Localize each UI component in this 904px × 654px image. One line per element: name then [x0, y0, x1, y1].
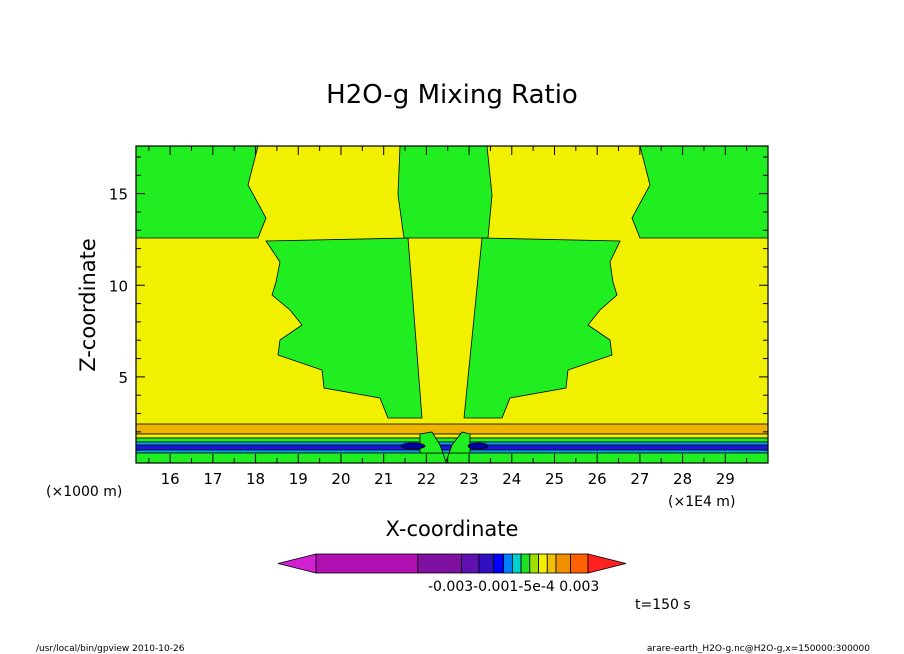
y-tick-label: 10 [109, 277, 128, 295]
x-units-left: (×1000 m) [46, 484, 122, 500]
y-tick-label: 5 [118, 369, 128, 387]
plot-frame [135, 145, 769, 464]
plot-area [135, 145, 769, 464]
colorbar-swatch [520, 553, 531, 574]
contour-green-bottom [135, 452, 769, 464]
colorbar-arrow-left [277, 553, 317, 574]
colorbar-swatch [546, 553, 557, 574]
x-axis: 16 17 18 19 20 21 22 23 24 25 26 27 28 29 [148, 146, 748, 488]
y-tick-label: 15 [109, 186, 128, 204]
contour-green-mid-left [265, 237, 423, 419]
colorbar-swatch [529, 553, 539, 574]
footer-right: arare-earth_H2O-g.nc@H2O-g,x=150000:3000… [647, 644, 870, 654]
chart-title: H2O-g Mixing Ratio [326, 80, 578, 110]
x-tick-label: 24 [502, 470, 521, 488]
x-tick-label: 27 [630, 470, 649, 488]
colorbar [277, 553, 627, 574]
contour-navy-blob-right [467, 442, 489, 450]
contour-green-band [135, 437, 769, 443]
time-label: t=150 s [635, 597, 691, 613]
colorbar-swatch [315, 553, 419, 574]
x-tick-label: 20 [331, 470, 350, 488]
x-tick-label: 22 [417, 470, 436, 488]
x-tick-label: 29 [716, 470, 735, 488]
contour-navy-blob-left [400, 442, 426, 450]
colorbar-swatch [511, 553, 522, 574]
colorbar-swatch [555, 553, 571, 574]
colorbar-swatch [493, 553, 505, 574]
colorbar-swatch [461, 553, 480, 574]
contour-center-notch [419, 431, 471, 464]
colorbar-swatch [417, 553, 462, 574]
x-tick-label: 28 [673, 470, 692, 488]
x-tick-label: 19 [289, 470, 308, 488]
y-axis: 5 10 15 [109, 156, 768, 451]
contour-green-top-left [135, 145, 267, 239]
contour-orange-band [135, 423, 769, 435]
contour-green-top-center [397, 145, 493, 239]
y-axis-label: Z-coordinate [76, 238, 100, 372]
colorbar-labels: -0.003-0.001-5e-4 0.003 [428, 579, 599, 595]
x-tick-label: 26 [588, 470, 607, 488]
x-tick-label: 16 [161, 470, 180, 488]
x-tick-label: 25 [545, 470, 564, 488]
colorbar-swatch [570, 553, 589, 574]
x-axis-label: X-coordinate [386, 517, 519, 541]
footer-left: /usr/local/bin/gpview 2010-10-26 [36, 644, 185, 654]
contour-green-top-right [631, 145, 769, 239]
contour-green-mid-right [463, 237, 621, 419]
colorbar-arrow-right [587, 553, 627, 574]
x-tick-label: 17 [203, 470, 222, 488]
x-tick-label: 21 [374, 470, 393, 488]
contour-yellow-gap [135, 433, 769, 439]
x-tick-label: 18 [246, 470, 265, 488]
colorbar-swatch [478, 553, 494, 574]
colorbar-swatch [538, 553, 548, 574]
colorbar-swatch [503, 553, 513, 574]
x-tick-label: 23 [460, 470, 479, 488]
x-units-right: (×1E4 m) [668, 494, 735, 510]
